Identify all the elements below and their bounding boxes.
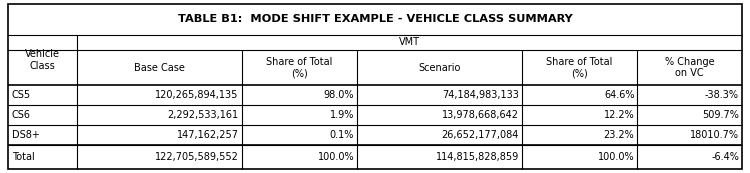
Text: 0.1%: 0.1% <box>330 130 354 140</box>
Text: CS5: CS5 <box>12 90 31 100</box>
Text: Base Case: Base Case <box>134 63 184 73</box>
Text: 122,705,589,552: 122,705,589,552 <box>154 152 238 162</box>
Text: 114,815,828,859: 114,815,828,859 <box>436 152 519 162</box>
Text: 120,265,894,135: 120,265,894,135 <box>155 90 238 100</box>
Text: 18010.7%: 18010.7% <box>690 130 739 140</box>
Text: 23.2%: 23.2% <box>604 130 634 140</box>
Text: 100.0%: 100.0% <box>598 152 634 162</box>
Text: Vehicle
Class: Vehicle Class <box>25 49 60 71</box>
Text: TABLE B1:  MODE SHIFT EXAMPLE - VEHICLE CLASS SUMMARY: TABLE B1: MODE SHIFT EXAMPLE - VEHICLE C… <box>178 14 572 24</box>
Text: DS8+: DS8+ <box>12 130 40 140</box>
Text: 147,162,257: 147,162,257 <box>176 130 238 140</box>
Text: -38.3%: -38.3% <box>705 90 739 100</box>
Text: 64.6%: 64.6% <box>604 90 634 100</box>
Text: Share of Total
(%): Share of Total (%) <box>547 57 613 78</box>
Text: Total: Total <box>12 152 34 162</box>
Text: 13,978,668,642: 13,978,668,642 <box>442 110 519 120</box>
Text: 100.0%: 100.0% <box>317 152 354 162</box>
Text: 1.9%: 1.9% <box>330 110 354 120</box>
Text: 12.2%: 12.2% <box>604 110 634 120</box>
Text: CS6: CS6 <box>12 110 31 120</box>
Text: 98.0%: 98.0% <box>324 90 354 100</box>
Text: 509.7%: 509.7% <box>702 110 739 120</box>
Text: 74,184,983,133: 74,184,983,133 <box>442 90 519 100</box>
Text: % Change
on VC: % Change on VC <box>665 57 715 78</box>
Text: 2,292,533,161: 2,292,533,161 <box>167 110 238 120</box>
Text: 26,652,177,084: 26,652,177,084 <box>442 130 519 140</box>
Text: Share of Total
(%): Share of Total (%) <box>266 57 332 78</box>
Text: VMT: VMT <box>399 37 420 47</box>
Text: Scenario: Scenario <box>419 63 460 73</box>
Text: -6.4%: -6.4% <box>711 152 739 162</box>
